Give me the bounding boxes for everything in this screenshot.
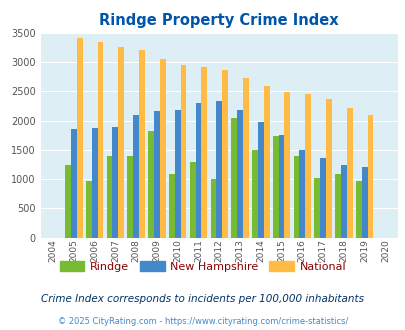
Bar (231, 118, 237, 238)
Bar (210, 179, 216, 238)
Bar (298, 150, 305, 238)
Bar (92, 128, 97, 238)
Bar (257, 122, 263, 238)
Bar (86, 182, 92, 238)
Bar (263, 86, 269, 238)
Bar (293, 156, 298, 238)
Bar (216, 101, 222, 238)
Bar (252, 150, 257, 238)
Bar (175, 110, 180, 238)
Title: Rindge Property Crime Index: Rindge Property Crime Index (99, 13, 338, 28)
Bar (325, 99, 331, 238)
Bar (313, 178, 320, 238)
Bar (222, 70, 227, 238)
Bar (355, 182, 361, 238)
Bar (305, 94, 310, 238)
Bar (65, 165, 71, 238)
Bar (272, 136, 278, 238)
Bar (127, 156, 133, 238)
Bar (160, 59, 165, 238)
Bar (133, 115, 139, 238)
Bar (112, 127, 118, 238)
Bar (71, 129, 77, 238)
Bar (201, 68, 207, 238)
Bar (237, 110, 242, 238)
Bar (195, 103, 201, 238)
Bar (278, 135, 284, 238)
Bar (346, 109, 352, 238)
Bar (320, 158, 325, 238)
Bar (107, 156, 112, 238)
Bar (361, 167, 367, 238)
Bar (334, 174, 340, 238)
Bar (97, 42, 103, 238)
Bar (242, 78, 248, 238)
Bar (367, 115, 373, 238)
Bar (153, 111, 160, 238)
Text: Crime Index corresponds to incidents per 100,000 inhabitants: Crime Index corresponds to incidents per… (41, 294, 364, 304)
Bar (180, 65, 186, 238)
Text: © 2025 CityRating.com - https://www.cityrating.com/crime-statistics/: © 2025 CityRating.com - https://www.city… (58, 317, 347, 326)
Bar (189, 162, 195, 238)
Bar (139, 50, 145, 238)
Bar (284, 92, 290, 238)
Bar (340, 165, 346, 238)
Bar (118, 47, 124, 238)
Bar (148, 131, 153, 238)
Legend: Rindge, New Hampshire, National: Rindge, New Hampshire, National (55, 256, 350, 276)
Bar (168, 174, 175, 238)
Bar (77, 38, 82, 238)
